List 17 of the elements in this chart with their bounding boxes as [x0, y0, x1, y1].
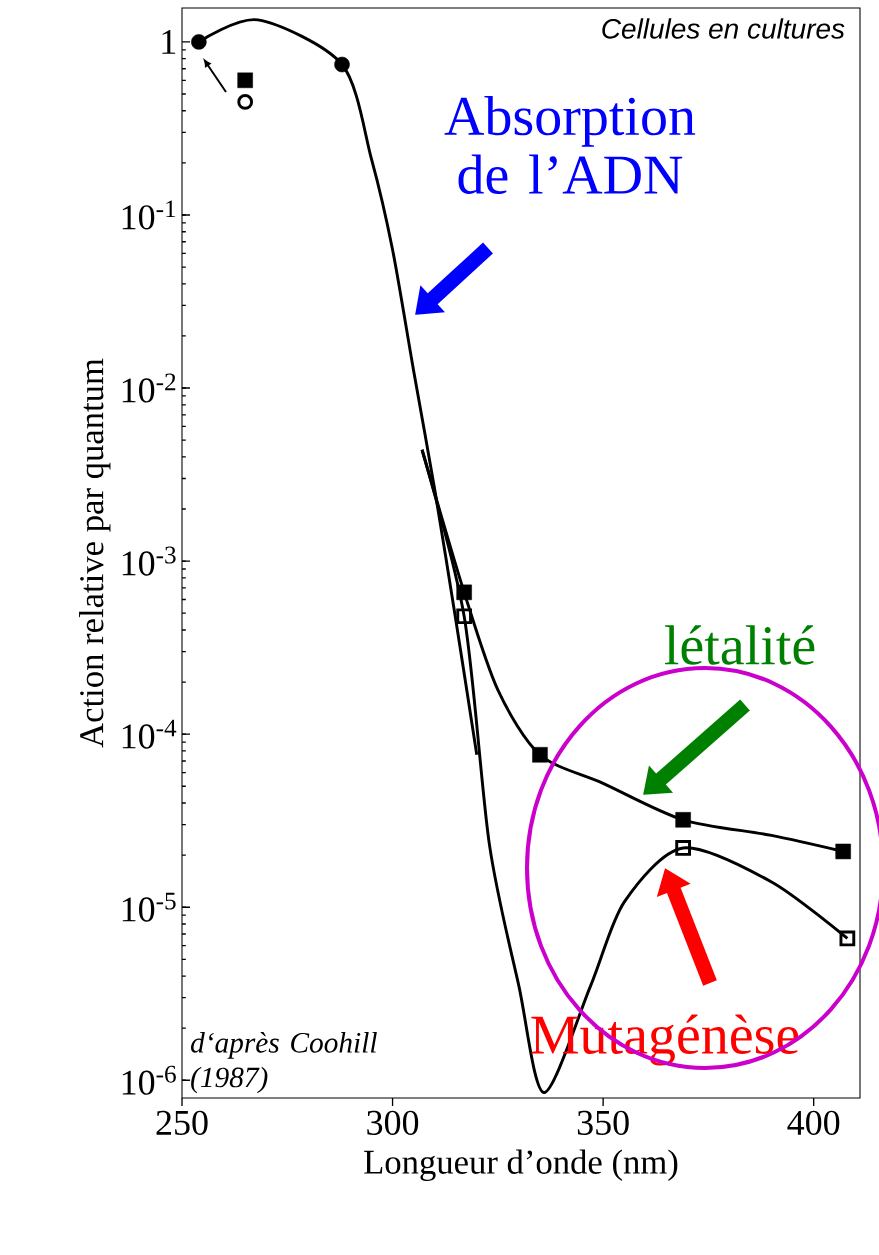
y-tick-label: 10$^{-4}$: [122, 719, 177, 749]
y-tick-label: 10$^{-5}$: [122, 892, 176, 922]
y-tick-label: 1: [162, 30, 176, 54]
x-tick-label: 350: [577, 1110, 629, 1135]
annotation: d‘après Coohill (1987): [190, 1032, 377, 1094]
y-tick-label: 10$^{-6}$: [122, 1065, 176, 1095]
x-tick-label: 250: [156, 1110, 208, 1135]
annotation: Absorption de l’ADN: [444, 95, 696, 195]
x-tick-label: 400: [787, 1110, 840, 1135]
annotation: Cellules en cultures: [602, 18, 845, 39]
y-tick-label: 10$^{-2}$: [122, 373, 176, 403]
y-tick-label: 10$^{-3}$: [122, 546, 176, 576]
x-axis-title: Longueur d’onde (nm): [364, 1149, 678, 1182]
y-tick-label: 10$^{-1}$: [122, 200, 176, 230]
annotation: létalité: [664, 625, 815, 665]
x-tick-label: 300: [367, 1110, 419, 1135]
y-axis-title: Action relative par quantum: [79, 358, 111, 748]
